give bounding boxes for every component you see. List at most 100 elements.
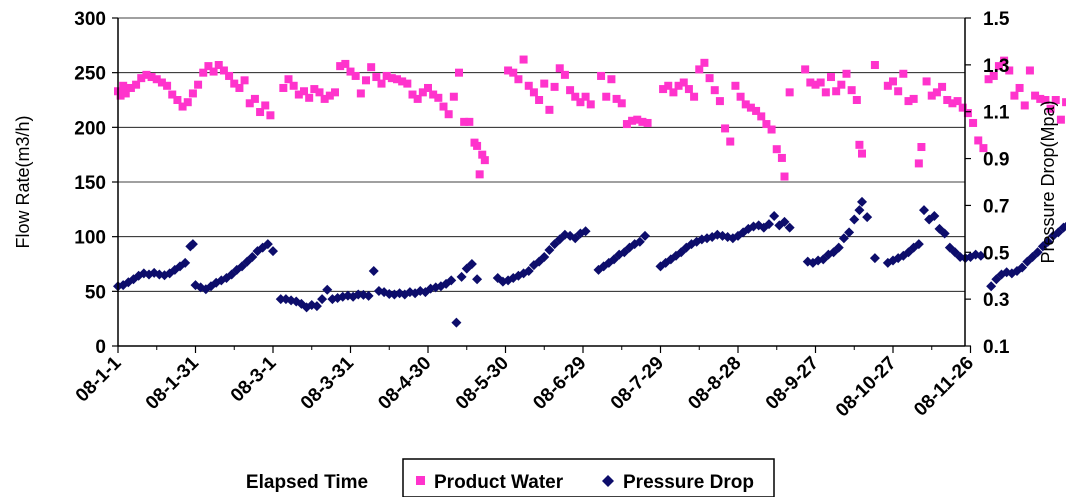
data-point: [757, 112, 766, 121]
y-tick-label-left: 50: [85, 282, 106, 303]
y-tick-label-left: 150: [74, 173, 106, 194]
data-point: [914, 159, 923, 168]
legend-label-pressure-drop: Pressure Drop: [623, 472, 754, 493]
data-point: [640, 230, 650, 241]
data-point: [446, 275, 457, 286]
x-tick-label: 08-8-28: [684, 353, 745, 414]
data-point: [857, 196, 867, 207]
data-point: [529, 88, 538, 97]
data-point: [844, 227, 855, 238]
data-point: [1051, 96, 1060, 104]
series-pressure-drop: [113, 196, 1066, 328]
data-point: [363, 290, 374, 301]
data-point: [142, 70, 151, 79]
data-point: [767, 125, 776, 134]
data-point: [842, 69, 851, 78]
data-point: [225, 71, 234, 80]
data-point: [700, 58, 709, 67]
data-point: [230, 79, 239, 88]
data-point: [1005, 66, 1014, 75]
markers: [113, 55, 1066, 328]
data-point: [540, 79, 549, 88]
data-point: [163, 81, 172, 90]
data-point: [504, 66, 513, 75]
data-point: [669, 88, 678, 97]
series-product-water: [114, 55, 1066, 181]
data-point: [466, 259, 477, 269]
data-point: [963, 109, 972, 118]
data-point: [240, 76, 249, 85]
gridlines: [118, 17, 965, 292]
data-point: [852, 96, 861, 104]
data-point: [560, 70, 569, 79]
data-point: [279, 83, 288, 92]
y-tick-label-right: 0.3: [983, 290, 1009, 311]
data-point: [478, 150, 487, 159]
data-point: [315, 88, 324, 97]
data-point: [821, 88, 830, 97]
data-point: [917, 143, 926, 152]
data-point: [1041, 96, 1050, 104]
data-point: [535, 96, 544, 104]
data-point: [429, 90, 438, 99]
data-point: [346, 67, 355, 76]
data-point: [356, 89, 365, 98]
data-point: [889, 77, 897, 86]
data-point: [811, 80, 820, 89]
data-point: [948, 99, 957, 108]
data-point: [659, 85, 668, 94]
data-point: [509, 68, 518, 77]
data-point: [1000, 56, 1009, 65]
data-point: [178, 102, 187, 111]
data-point: [932, 88, 941, 97]
data-point: [514, 75, 523, 84]
data-point: [119, 81, 128, 90]
data-point: [721, 124, 730, 133]
data-point: [403, 79, 412, 88]
data-point: [152, 75, 161, 84]
data-point: [199, 68, 208, 77]
data-point: [268, 246, 278, 257]
data-point: [837, 80, 846, 89]
data-point: [943, 96, 952, 104]
x-tick-label: 08-1-1: [72, 352, 126, 406]
data-point: [986, 281, 997, 292]
data-point: [247, 251, 258, 262]
data-point: [690, 92, 699, 101]
data-point: [849, 214, 860, 225]
data-point: [545, 105, 554, 114]
data-point: [953, 97, 962, 106]
data-point: [544, 244, 555, 255]
data-point: [262, 239, 273, 250]
data-point: [1032, 247, 1043, 258]
data-point: [1062, 98, 1066, 107]
data-point: [806, 78, 815, 87]
data-point: [779, 216, 790, 227]
data-point: [847, 86, 856, 95]
data-point: [580, 226, 591, 237]
data-point: [284, 75, 293, 84]
data-point: [294, 90, 303, 99]
data-point: [449, 92, 458, 101]
data-point: [602, 92, 611, 101]
data-point: [325, 91, 334, 100]
data-point: [634, 236, 645, 247]
data-point: [1020, 101, 1029, 110]
y-axis-label-left: Flow Rate(m3/h): [13, 115, 33, 248]
data-point: [555, 64, 564, 73]
data-point: [418, 88, 427, 97]
data-point: [157, 78, 166, 87]
data-point: [622, 120, 631, 129]
data-point: [969, 118, 978, 127]
data-point: [612, 94, 621, 103]
data-point: [566, 86, 575, 95]
y-tick-label-right: 0.5: [983, 243, 1010, 264]
data-point: [368, 266, 379, 277]
data-point: [180, 257, 191, 268]
data-point: [899, 69, 908, 78]
data-point: [869, 253, 880, 264]
data-point: [214, 61, 223, 70]
data-point: [250, 94, 259, 103]
data-point: [974, 136, 983, 145]
data-point: [393, 75, 401, 84]
